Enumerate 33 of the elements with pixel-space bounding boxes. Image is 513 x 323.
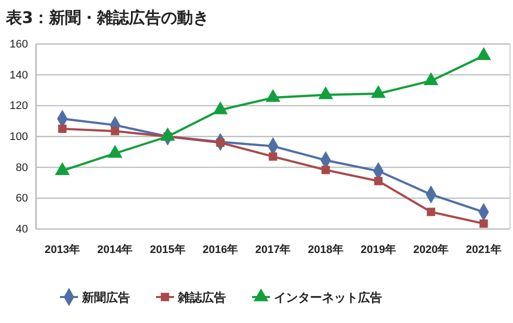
point xyxy=(424,72,438,86)
y-tick-label: 140 xyxy=(10,69,28,82)
point xyxy=(110,126,120,136)
x-tick-label: 2016年 xyxy=(202,242,238,256)
x-tick-label: 2013年 xyxy=(44,242,80,256)
point xyxy=(374,176,383,186)
x-tick-label: 2020年 xyxy=(413,242,449,256)
point xyxy=(318,86,334,100)
y-tick-label: 100 xyxy=(10,131,28,144)
x-tick-label: 2014年 xyxy=(97,242,133,256)
legend-label: 新聞広告 xyxy=(81,290,130,304)
x-tick-label: 2021年 xyxy=(466,242,502,256)
point xyxy=(321,166,330,174)
x-tick-label: 2019年 xyxy=(360,242,396,256)
x-tick-label: 2018年 xyxy=(308,242,344,256)
point xyxy=(212,101,228,114)
point xyxy=(370,85,386,98)
y-tick-label: 120 xyxy=(10,100,28,112)
legend-label: インターネット広告 xyxy=(274,290,382,304)
point xyxy=(266,89,280,102)
point xyxy=(479,219,488,228)
y-tick-label: 80 xyxy=(16,162,28,174)
y-tick-label: 60 xyxy=(16,192,28,205)
y-tick-label: 160 xyxy=(10,38,28,51)
point xyxy=(476,47,492,60)
point xyxy=(268,152,278,161)
legend-label: 雑誌広告 xyxy=(177,290,226,304)
chart-title: 表3：新聞・雑誌広告の動き xyxy=(5,8,210,27)
x-tick-label: 2017年 xyxy=(255,242,291,256)
x-tick-label: 2015年 xyxy=(150,242,186,256)
y-tick-label: 40 xyxy=(16,224,28,236)
point xyxy=(58,124,67,133)
point xyxy=(426,208,436,216)
